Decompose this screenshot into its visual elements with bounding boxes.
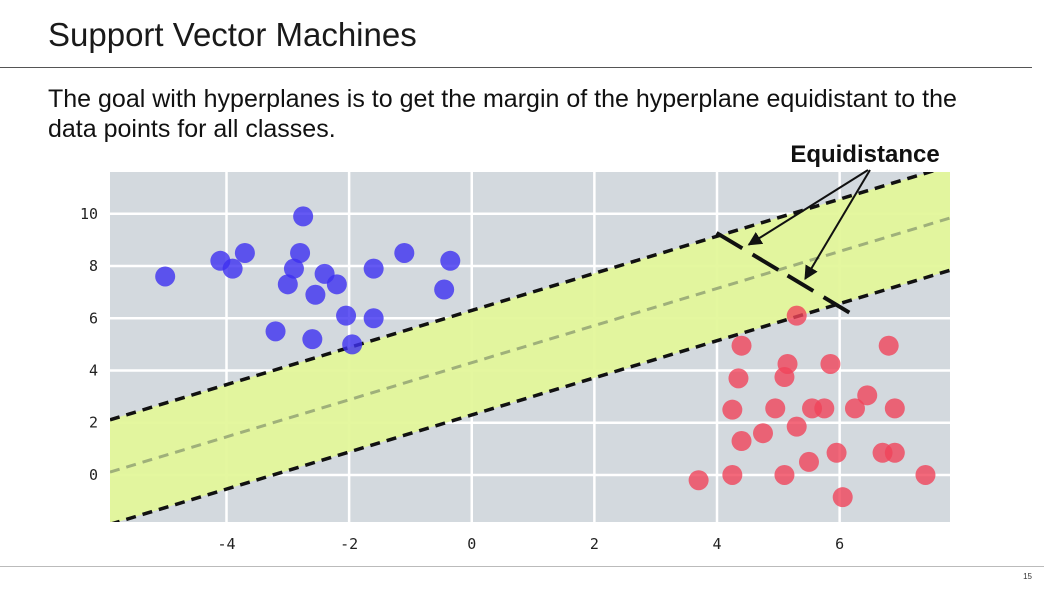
point-red-class bbox=[722, 399, 743, 420]
hyperplane-center-line bbox=[110, 216, 950, 474]
y-tick-label: 0 bbox=[89, 466, 98, 484]
x-tick-label: 4 bbox=[712, 535, 721, 553]
point-blue-class bbox=[440, 250, 461, 271]
y-tick-label: 6 bbox=[89, 309, 98, 327]
distance-marker-upper bbox=[706, 225, 780, 272]
data-points bbox=[155, 206, 936, 508]
point-red-class bbox=[820, 353, 841, 374]
slide-title: Support Vector Machines bbox=[48, 16, 417, 53]
point-red-class bbox=[814, 398, 835, 419]
x-tick-label: 0 bbox=[467, 535, 476, 553]
point-blue-class bbox=[394, 242, 415, 263]
point-blue-class bbox=[293, 206, 314, 227]
slide-body-text: The goal with hyperplanes is to get the … bbox=[48, 85, 957, 143]
x-tick-label: 6 bbox=[835, 535, 844, 553]
point-red-class bbox=[798, 451, 819, 472]
arrow-upper bbox=[747, 169, 869, 246]
point-red-class bbox=[857, 385, 878, 406]
arrow-lower bbox=[804, 169, 871, 281]
point-red-class bbox=[774, 464, 795, 485]
point-red-class bbox=[688, 470, 709, 491]
point-blue-class bbox=[434, 279, 455, 300]
point-red-class bbox=[752, 423, 773, 444]
margin-band bbox=[110, 172, 950, 522]
point-blue-class bbox=[336, 305, 357, 326]
page-number: 15 bbox=[1023, 572, 1032, 581]
x-tick-label: -4 bbox=[217, 535, 235, 553]
x-tick-label: -2 bbox=[340, 535, 358, 553]
point-blue-class bbox=[222, 258, 243, 279]
x-tick-label: 2 bbox=[590, 535, 599, 553]
point-blue-class bbox=[363, 258, 384, 279]
distance-marker-lower bbox=[777, 268, 851, 315]
equidistance-annotation: Equidistance bbox=[706, 141, 940, 315]
point-blue-class bbox=[342, 334, 363, 355]
margin-lower-line bbox=[111, 268, 950, 522]
point-blue-class bbox=[302, 329, 323, 350]
point-red-class bbox=[731, 431, 752, 452]
point-red-class bbox=[878, 335, 899, 356]
y-tick-label: 4 bbox=[89, 362, 98, 380]
point-blue-class bbox=[326, 274, 347, 295]
point-red-class bbox=[777, 353, 798, 374]
equidistance-label: Equidistance bbox=[790, 141, 939, 168]
y-tick-label: 2 bbox=[89, 414, 98, 432]
margin-fill bbox=[110, 172, 950, 522]
point-blue-class bbox=[283, 258, 304, 279]
point-red-class bbox=[832, 487, 853, 508]
point-red-class bbox=[915, 464, 936, 485]
point-blue-class bbox=[290, 242, 311, 263]
point-red-class bbox=[786, 416, 807, 437]
point-red-class bbox=[728, 368, 749, 389]
point-blue-class bbox=[363, 308, 384, 329]
point-red-class bbox=[844, 398, 865, 419]
point-blue-class bbox=[234, 242, 255, 263]
footer-divider bbox=[0, 566, 1044, 567]
point-blue-class bbox=[155, 266, 176, 287]
y-tick-label: 8 bbox=[89, 257, 98, 275]
point-red-class bbox=[884, 398, 905, 419]
point-blue-class bbox=[265, 321, 286, 342]
point-red-class bbox=[786, 305, 807, 326]
point-blue-class bbox=[305, 284, 326, 305]
point-red-class bbox=[884, 442, 905, 463]
point-blue-class bbox=[277, 274, 298, 295]
y-tick-label: 10 bbox=[80, 205, 98, 223]
margin-upper-line bbox=[110, 172, 936, 422]
point-red-class bbox=[722, 464, 743, 485]
point-red-class bbox=[826, 442, 847, 463]
point-red-class bbox=[731, 335, 752, 356]
point-red-class bbox=[765, 398, 786, 419]
title-divider bbox=[0, 67, 1032, 68]
tick-labels: -4 -2 0 2 4 6 0 2 4 6 8 10 bbox=[80, 205, 844, 553]
